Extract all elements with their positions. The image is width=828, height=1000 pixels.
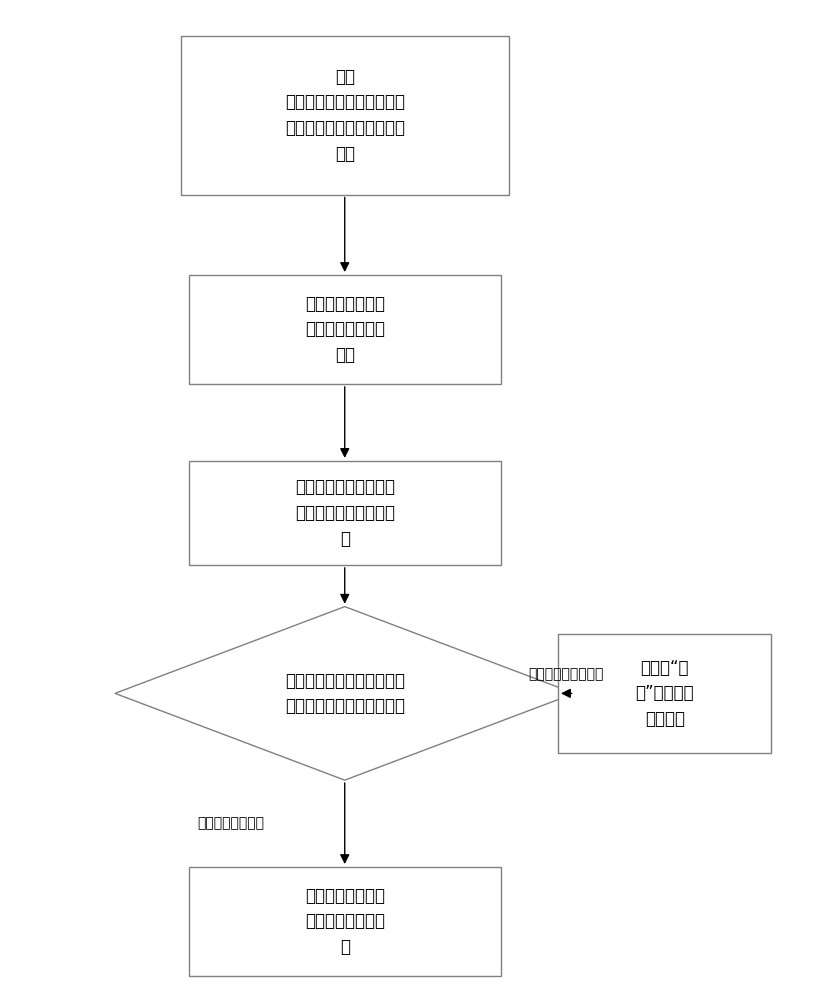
FancyBboxPatch shape [189, 275, 500, 384]
Text: 判定为“其
他”故障，输
出频谱图: 判定为“其 他”故障，输 出频谱图 [635, 659, 693, 728]
FancyBboxPatch shape [189, 867, 500, 976]
FancyBboxPatch shape [181, 36, 508, 195]
Text: 判定为相应典型故
障类型，输出频谱
图: 判定为相应典型故 障类型，输出频谱 图 [305, 887, 384, 956]
Text: 符合典型故障特征: 符合典型故障特征 [197, 817, 263, 831]
Text: 将所得时域波形进行频
谱分析，转换为频域图
谱: 将所得时域波形进行频 谱分析，转换为频域图 谱 [295, 478, 394, 548]
FancyBboxPatch shape [557, 634, 771, 753]
Polygon shape [115, 607, 574, 780]
FancyBboxPatch shape [189, 461, 500, 565]
Text: 不符合典型故障特征: 不符合典型故障特征 [528, 667, 604, 681]
Text: 输入
电力电缆局部放电检测设备
所测量得到的局部放电波形
文件: 输入 电力电缆局部放电检测设备 所测量得到的局部放电波形 文件 [284, 68, 404, 163]
Text: 将所得局部放电时
域波形进行归一化
处理: 将所得局部放电时 域波形进行归一化 处理 [305, 295, 384, 364]
Text: 所得频谱图及频域特征量与
典型故障缺陷样本进行对比: 所得频谱图及频域特征量与 典型故障缺陷样本进行对比 [284, 672, 404, 715]
